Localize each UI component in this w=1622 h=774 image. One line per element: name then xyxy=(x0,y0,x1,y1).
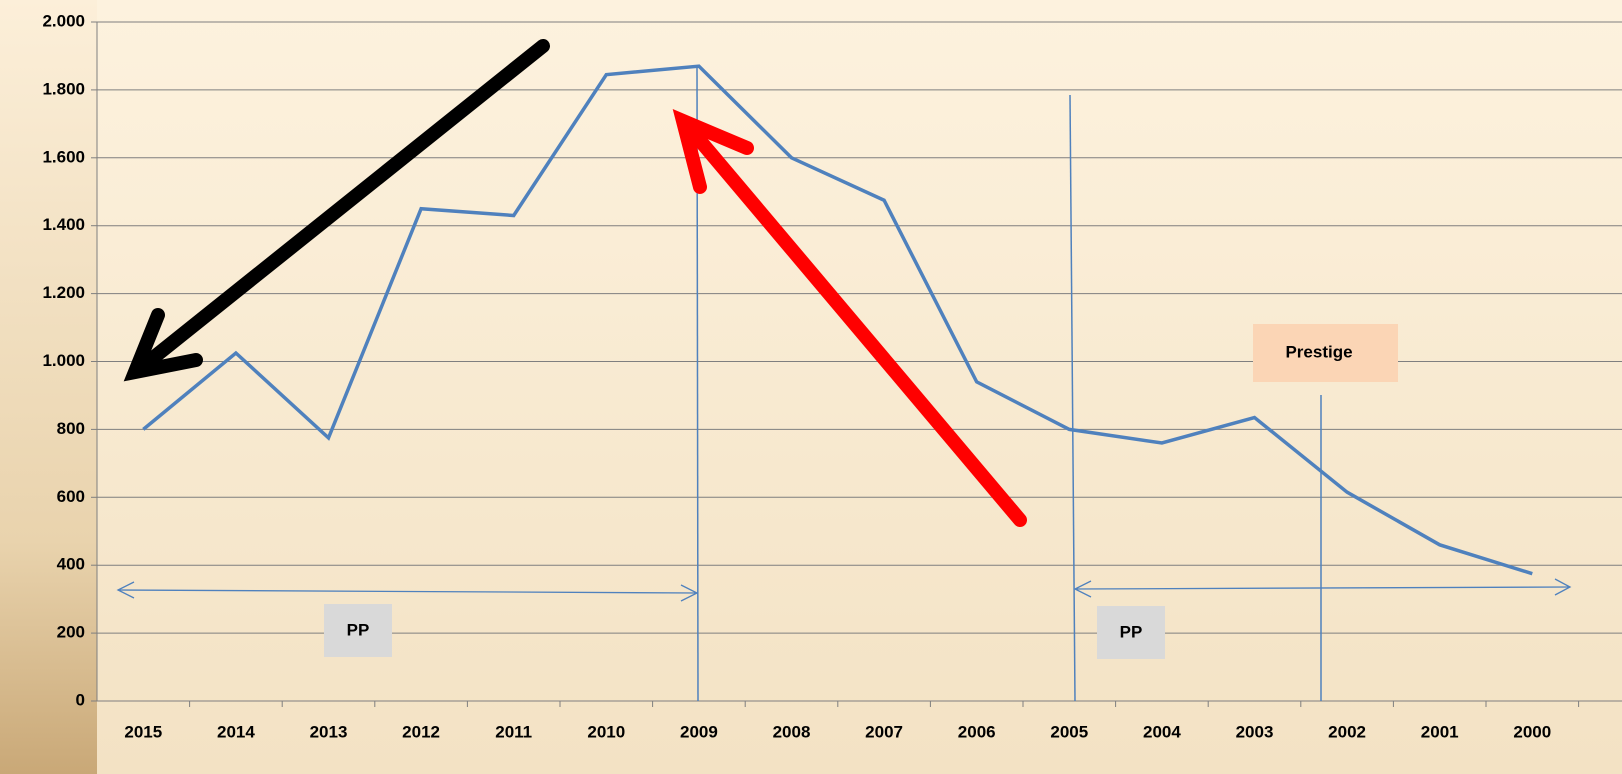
y-tick-label: 1.600 xyxy=(42,147,85,166)
data-line xyxy=(142,64,1533,576)
x-tick-label: 2005 xyxy=(1050,722,1088,741)
label-box xyxy=(324,604,392,657)
x-tick-label: 2013 xyxy=(310,722,348,741)
x-tick-label: 2002 xyxy=(1328,722,1366,741)
x-tick-label: 2008 xyxy=(773,722,811,741)
x-tick-label: 2000 xyxy=(1513,722,1551,741)
x-tick-label: 2015 xyxy=(124,722,162,741)
y-tick-label: 800 xyxy=(57,419,85,438)
y-tick-label: 1.800 xyxy=(42,79,85,98)
annotation: Prestige xyxy=(1285,342,1352,361)
trend-arrow xyxy=(123,39,550,382)
x-tick-label: 2009 xyxy=(680,722,718,741)
y-tick-label: 0 xyxy=(76,690,85,709)
plot-background xyxy=(97,0,1622,774)
y-tick-label: 400 xyxy=(57,555,85,574)
label-box xyxy=(1097,606,1165,659)
range-arrow xyxy=(116,581,699,602)
y-tick-label: 1.400 xyxy=(42,215,85,234)
y-tick-label: 1.000 xyxy=(42,351,85,370)
annotation: PP xyxy=(1120,622,1143,641)
x-tick-label: 2001 xyxy=(1421,722,1459,741)
y-tick-label: 600 xyxy=(57,487,85,506)
annotation: PP xyxy=(347,620,370,639)
x-tick-label: 2010 xyxy=(587,722,625,741)
x-tick-label: 2011 xyxy=(495,722,532,741)
y-tick-label: 2.000 xyxy=(42,11,85,30)
label-box xyxy=(1253,324,1398,382)
x-tick-label: 2004 xyxy=(1143,722,1181,741)
trend-arrow xyxy=(672,109,1027,527)
x-tick-label: 2003 xyxy=(1236,722,1274,741)
marker-line xyxy=(1069,94,1076,702)
range-arrow xyxy=(1073,578,1572,598)
x-tick-label: 2014 xyxy=(217,722,255,741)
x-tick-label: 2012 xyxy=(402,722,440,741)
y-tick-label: 200 xyxy=(57,623,85,642)
x-tick-label: 2006 xyxy=(958,722,996,741)
x-tick-label: 2007 xyxy=(865,722,903,741)
y-tick-label: 1.200 xyxy=(42,283,85,302)
